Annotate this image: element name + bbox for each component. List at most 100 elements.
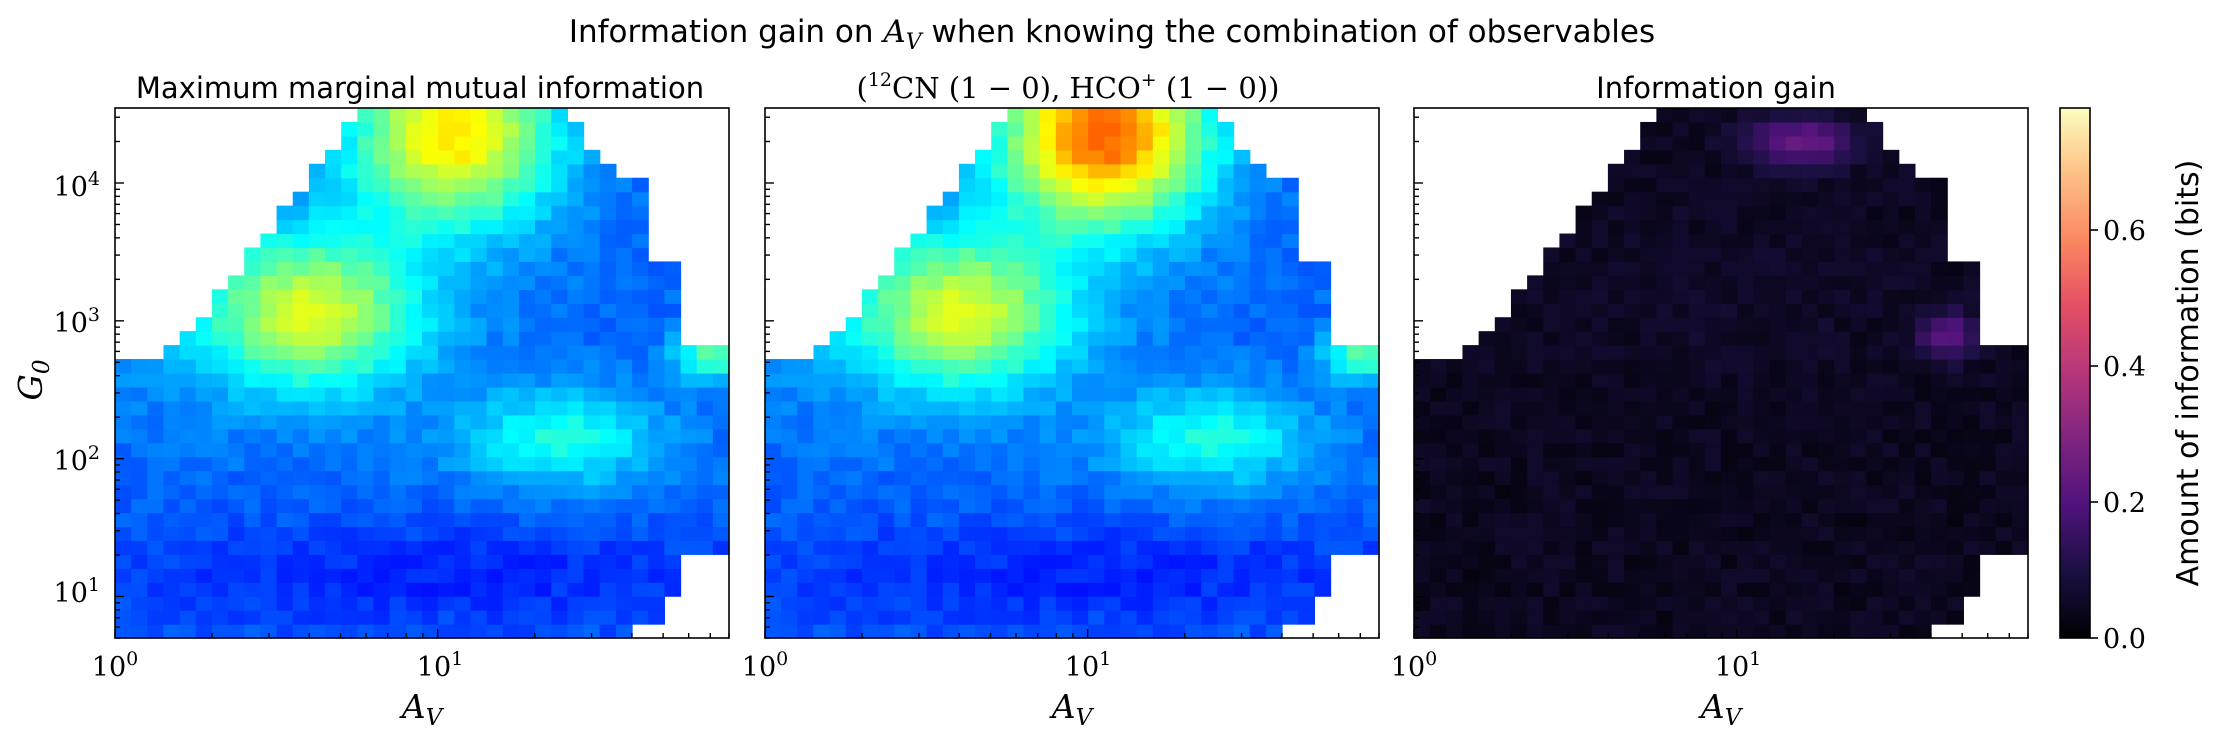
heatmap-cell	[502, 400, 520, 416]
heatmap-cell	[1801, 261, 1819, 276]
heatmap-cell	[1559, 247, 1577, 263]
heatmap-cell	[991, 428, 1008, 444]
heatmap-cell	[1656, 317, 1674, 332]
heatmap-cell	[1737, 331, 1754, 346]
heatmap-cell	[680, 470, 698, 486]
heatmap-cell	[1185, 540, 1202, 555]
heatmap-cell	[1721, 205, 1738, 221]
heatmap-cell	[1217, 386, 1235, 402]
heatmap-cell	[1882, 610, 1900, 625]
heatmap-cell	[1023, 359, 1041, 374]
heatmap-cell	[1850, 373, 1868, 388]
heatmap-cell	[1704, 261, 1722, 276]
heatmap-cell	[1152, 191, 1170, 207]
heatmap-cell	[163, 526, 181, 541]
heatmap-cell	[1072, 359, 1089, 374]
heatmap-cell	[1737, 386, 1754, 402]
heatmap-cell	[845, 596, 863, 611]
heatmap-cell	[470, 540, 488, 555]
heatmap-cell	[1446, 540, 1464, 555]
heatmap-cell	[615, 498, 633, 514]
heatmap-cell	[1721, 526, 1738, 541]
heatmap-cell	[1185, 191, 1202, 207]
heatmap-cell	[1575, 498, 1593, 514]
heatmap-cell	[829, 400, 847, 416]
heatmap-cell	[1072, 303, 1089, 318]
heatmap-cell	[1640, 386, 1657, 402]
heatmap-cell	[1446, 582, 1464, 597]
heatmap-cell	[1914, 498, 1932, 514]
heatmap-cell	[115, 512, 132, 528]
heatmap-cell	[1217, 526, 1235, 541]
heatmap-cell	[373, 498, 391, 514]
heatmap-cell	[373, 317, 391, 332]
heatmap-cell	[1233, 205, 1251, 221]
heatmap-cell	[1055, 359, 1073, 374]
heatmap-cell	[1543, 247, 1561, 263]
heatmap-cell	[1769, 303, 1787, 318]
heatmap-cell	[1249, 484, 1267, 500]
heatmap-cell	[131, 386, 148, 402]
x-axis-label-panel-2: AV	[1049, 687, 1095, 731]
heatmap-cell	[599, 191, 617, 207]
heatmap-cell	[1688, 624, 1706, 639]
heatmap-cell	[1882, 317, 1900, 332]
heatmap-cell	[1055, 498, 1073, 514]
heatmap-cell	[648, 568, 665, 583]
heatmap-cell	[1543, 303, 1561, 318]
heatmap-cell	[894, 428, 912, 444]
heatmap-cell	[1834, 442, 1851, 458]
heatmap-cell	[1494, 400, 1512, 416]
heatmap-cell	[1850, 540, 1868, 555]
heatmap-cell	[1233, 345, 1251, 360]
heatmap-cell	[894, 386, 912, 402]
heatmap-cell	[1801, 135, 1819, 151]
x-tick-label-10-1: 101	[1065, 648, 1111, 683]
heatmap-cell	[1233, 596, 1251, 611]
heatmap-cell	[648, 470, 665, 486]
heatmap-cell	[1039, 526, 1057, 541]
heatmap-cell	[1624, 568, 1641, 583]
heatmap-cell	[1298, 498, 1315, 514]
heatmap-cell	[861, 540, 879, 555]
heatmap-cell	[1314, 498, 1332, 514]
heatmap-cell	[567, 554, 585, 569]
heatmap-cell	[470, 484, 488, 500]
heatmap-cell	[797, 512, 815, 528]
heatmap-cell	[1591, 596, 1609, 611]
heatmap-cell	[958, 261, 976, 276]
heatmap-cell	[325, 596, 342, 611]
heatmap-cell	[599, 205, 617, 221]
heatmap-cell	[1136, 359, 1154, 374]
heatmap-cell	[228, 414, 245, 430]
heatmap-cell	[308, 289, 326, 304]
heatmap-cell	[1120, 177, 1138, 193]
heatmap-cell	[1282, 219, 1299, 235]
heatmap-cell	[567, 373, 585, 388]
heatmap-cell	[1152, 261, 1170, 276]
heatmap-cell	[1575, 303, 1593, 318]
heatmap-cell	[1656, 456, 1674, 472]
heatmap-cell	[1104, 149, 1122, 165]
heatmap-cell	[1914, 470, 1932, 486]
heatmap-cell	[308, 512, 326, 528]
heatmap-cell	[1947, 414, 1964, 430]
y-tick-label-10-3: 103	[54, 304, 100, 339]
heatmap-cell	[438, 456, 455, 472]
heatmap-cell	[696, 414, 714, 430]
heatmap-cell	[632, 205, 649, 221]
heatmap-cell	[1640, 582, 1657, 597]
heatmap-cell	[1330, 470, 1348, 486]
heatmap-cell	[244, 526, 262, 541]
heatmap-cell	[1963, 400, 1981, 416]
heatmap-cell	[1737, 624, 1754, 639]
heatmap-cell	[878, 414, 895, 430]
heatmap-cell	[942, 359, 960, 374]
heatmap-cell	[599, 359, 617, 374]
heatmap-cell	[632, 373, 649, 388]
heatmap-cell	[781, 386, 798, 402]
heatmap-cell	[1850, 317, 1868, 332]
heatmap-cell	[894, 568, 912, 583]
heatmap-cell	[1785, 470, 1803, 486]
heatmap-cell	[1510, 373, 1528, 388]
